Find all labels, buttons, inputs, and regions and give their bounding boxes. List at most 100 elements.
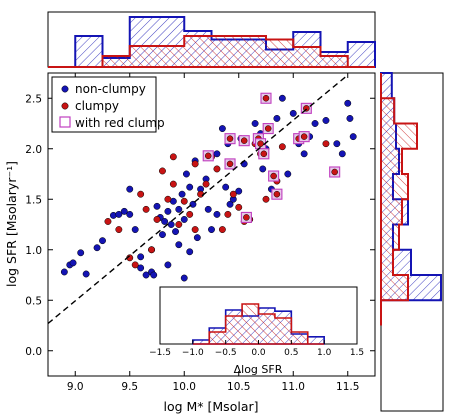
legend-marker-red-clump [59,116,71,128]
point-non-clumpy [126,185,134,193]
point-non-clumpy [284,170,292,178]
x-tick-label: 10.5 [227,381,250,393]
point-non-clumpy [278,94,286,102]
legend-label-non-clumpy: non-clumpy [75,82,146,96]
point-non-clumpy [213,210,221,218]
legend-label-clumpy: clumpy [75,99,119,113]
point-clumpy [229,190,237,198]
x-tick-label: 9.0 [67,381,84,393]
point-non-clumpy [175,241,183,249]
y-tick-label: 1.0 [25,245,42,257]
point-non-clumpy [208,226,215,234]
point-non-clumpy [204,205,212,213]
point-non-clumpy [180,274,188,282]
point-non-clumpy [159,231,166,239]
point-clumpy [191,160,199,168]
top-hist-clumpy [48,35,375,68]
legend-marker-clumpy [61,102,69,110]
y-axis-label: log SFR [Msolaryr⁻¹] [4,161,19,287]
point-red-clump [257,140,264,147]
point-clumpy [191,226,199,234]
point-non-clumpy [222,183,230,191]
point-non-clumpy [69,259,77,267]
point-clumpy [262,195,270,203]
legend-marker-non-clumpy [61,85,69,93]
y-tick-label: 2.5 [25,93,42,105]
point-non-clumpy [131,226,139,234]
point-clumpy [169,153,177,161]
point-non-clumpy [142,271,150,279]
point-non-clumpy [115,210,123,218]
legend-box [51,76,157,133]
point-clumpy [137,190,145,198]
point-clumpy [213,165,221,173]
point-non-clumpy [77,249,85,257]
inset-x-tick-label: −0.5 [215,348,237,358]
y-tick-label: 0.5 [25,295,42,307]
point-clumpy [180,197,188,205]
point-non-clumpy [153,202,161,210]
point-clumpy [197,190,205,198]
legend-label-red-clump: with red clump [75,116,165,130]
point-non-clumpy [175,205,183,213]
point-non-clumpy [150,271,158,279]
inset-x-tick-label: 1.5 [350,348,364,358]
x-tick-label: 11.5 [336,381,359,393]
point-non-clumpy [189,200,197,208]
right-hist-clumpy [380,73,418,326]
point-non-clumpy [180,216,188,223]
inset-plot: −1.5 −1.0 −0.5 0.0 0.5 1.0 1.5 Δlog SFR [149,286,364,376]
point-red-clump [243,214,250,221]
point-non-clumpy [251,120,259,127]
point-non-clumpy [235,187,243,195]
point-red-clump [226,160,234,168]
right-histogram [380,72,442,326]
point-non-clumpy [344,99,352,107]
point-non-clumpy [218,125,226,133]
point-clumpy [224,210,232,218]
point-non-clumpy [99,237,106,245]
fit-line [47,74,349,325]
point-clumpy [202,180,210,188]
point-non-clumpy [186,183,194,191]
point-red-clump [240,137,248,144]
x-tick-label: 9.5 [121,381,138,393]
x-axis-label: log M* [Msolar] [163,399,258,414]
point-non-clumpy [289,109,297,117]
point-non-clumpy [164,261,172,269]
point-clumpy [175,221,183,228]
inset-x-tick-label: 0.5 [284,348,298,358]
main-points [60,92,357,282]
point-clumpy [278,143,286,151]
y-tick-label: 0.0 [25,346,42,358]
point-non-clumpy [322,117,330,124]
point-non-clumpy [161,218,169,225]
point-non-clumpy [338,150,346,158]
point-non-clumpy [93,244,101,252]
point-clumpy [164,195,172,203]
point-clumpy [159,167,166,175]
point-red-clump [264,125,272,132]
point-non-clumpy [167,221,175,228]
point-red-clump [262,95,270,102]
point-red-clump [204,152,212,160]
point-non-clumpy [259,165,267,173]
point-clumpy [186,210,194,218]
point-red-clump [260,150,268,158]
point-clumpy [148,246,156,254]
top-histogram [48,16,376,68]
point-non-clumpy [120,207,128,215]
inset-hist-clumpy [192,303,325,345]
inset-x-tick-label: −1.0 [182,348,204,358]
x-tick-label: 11.0 [282,381,305,393]
point-red-clump [300,133,308,140]
point-non-clumpy [82,270,90,278]
point-non-clumpy [137,264,145,272]
point-non-clumpy [137,253,145,261]
point-clumpy [169,180,177,188]
point-red-clump [270,172,277,180]
point-red-clump [273,190,281,198]
y-tick-label: 1.5 [25,194,42,206]
point-non-clumpy [172,228,179,236]
